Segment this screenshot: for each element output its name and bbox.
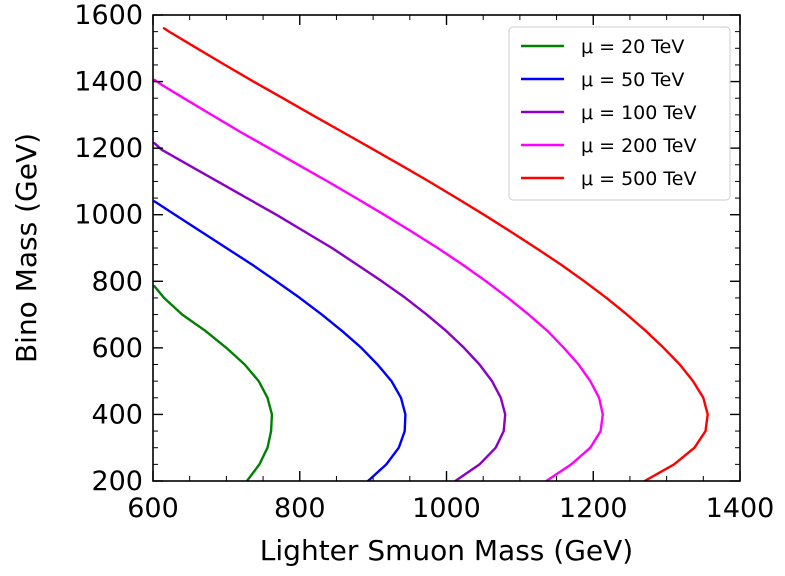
x-tick-label: 1200: [559, 493, 628, 524]
y-tick-label: 800: [91, 266, 143, 297]
series-line-4: [153, 78, 604, 481]
tick-labels: 600 800 1000 1200 1400 200 400 600 800 1000 1200 14…: [74, 0, 774, 524]
y-tick-label: 1400: [74, 67, 143, 98]
x-axis-label: Lighter Smuon Mass (GeV): [260, 534, 633, 567]
y-tick-label: 1600: [74, 0, 143, 31]
series-group: [153, 27, 709, 481]
y-tick-label: 600: [91, 333, 143, 364]
series-line-5: [162, 27, 709, 481]
legend-label-1: μ = 20 TeV: [581, 36, 684, 58]
series-line-1: [153, 285, 274, 481]
y-tick-label: 200: [91, 466, 143, 497]
y-tick-label: 1000: [74, 200, 143, 231]
legend-label-4: μ = 200 TeV: [581, 135, 696, 157]
series-line-2: [153, 200, 407, 481]
legend: μ = 20 TeV μ = 50 TeV μ = 100 TeV μ = 200 T…: [508, 26, 731, 201]
x-tick-label: 1400: [706, 493, 775, 524]
x-tick-label: 800: [274, 493, 326, 524]
x-tick-label: 600: [127, 493, 179, 524]
axis-ticks: [152, 14, 741, 482]
x-tick-label: 1000: [412, 493, 481, 524]
y-tick-label: 1200: [74, 133, 143, 164]
series-line-3: [153, 142, 507, 481]
legend-label-2: μ = 50 TeV: [581, 69, 684, 91]
legend-label-5: μ = 500 TeV: [581, 168, 696, 190]
y-tick-label: 400: [91, 399, 143, 430]
plot-frame: [152, 14, 741, 482]
legend-label-3: μ = 100 TeV: [581, 102, 696, 124]
y-axis-label: Bino Mass (GeV): [10, 133, 43, 363]
legend-box: [508, 26, 731, 201]
